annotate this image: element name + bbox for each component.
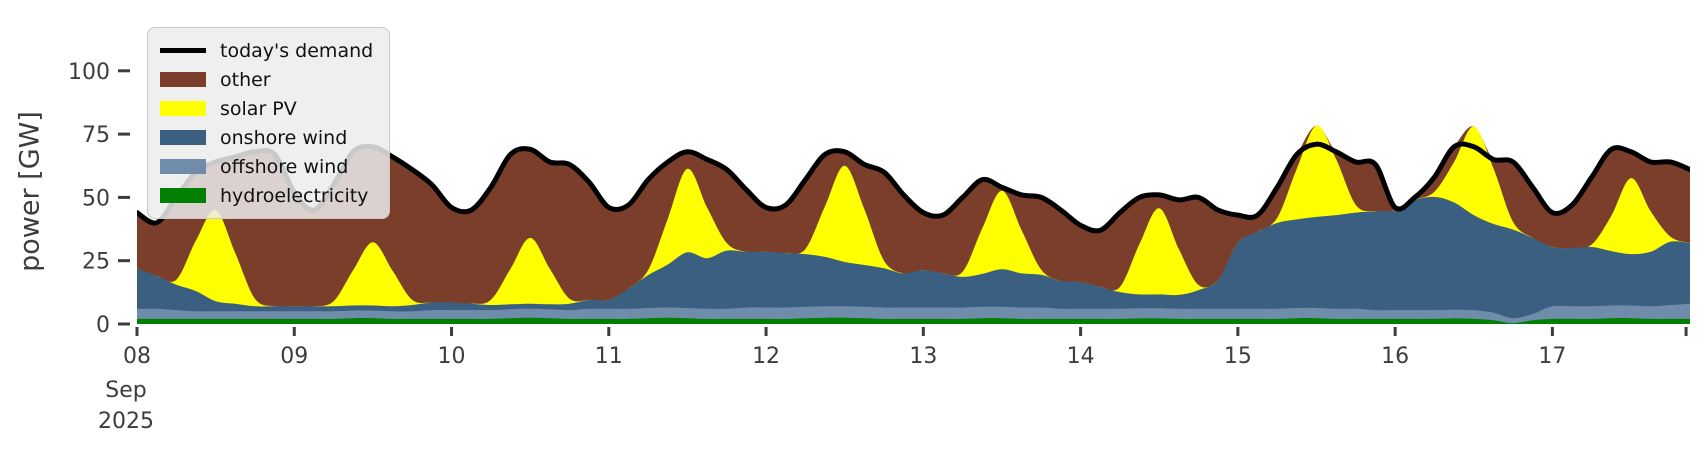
legend-item-other: other [160, 65, 373, 94]
legend-line-swatch [160, 48, 206, 53]
legend-item-offshore-wind: offshore wind [160, 152, 373, 181]
x-offset-label: 2025 [98, 409, 154, 434]
legend-item-today-s-demand: today's demand [160, 36, 373, 65]
x-tick-label: 09 [280, 344, 308, 369]
legend-patch-swatch [160, 72, 206, 87]
x-tick-label: 17 [1538, 344, 1566, 369]
x-offset-label: Sep [105, 378, 146, 403]
demand-line [137, 141, 1690, 234]
legend: today's demand other solar PV onshore wind o… [147, 27, 391, 219]
legend-patch-swatch [160, 130, 206, 145]
x-tick-label: 15 [1224, 344, 1252, 369]
legend-item-solar-pv: solar PV [160, 94, 373, 123]
y-tick-label: 25 [82, 250, 110, 275]
y-tick-label: 75 [82, 123, 110, 148]
legend-label: hydroelectricity [220, 184, 369, 207]
legend-label: other [220, 68, 271, 91]
x-tick-label: 08 [123, 344, 151, 369]
x-tick-label: 10 [438, 344, 466, 369]
area-hydroelectricity [137, 317, 1690, 324]
y-tick-label: 100 [68, 60, 110, 85]
legend-item-onshore-wind: onshore wind [160, 123, 373, 152]
y-tick-label: 50 [82, 186, 110, 211]
x-tick-label: 13 [909, 344, 937, 369]
legend-label: offshore wind [220, 155, 349, 178]
legend-patch-swatch [160, 188, 206, 203]
y-axis-label: power [GW] [14, 111, 46, 272]
x-tick-label: 12 [752, 344, 780, 369]
legend-item-hydroelectricity: hydroelectricity [160, 181, 373, 210]
legend-patch-swatch [160, 159, 206, 174]
y-tick-label: 0 [96, 313, 110, 338]
legend-label: solar PV [220, 97, 297, 120]
x-tick-label: 16 [1381, 344, 1409, 369]
legend-patch-swatch [160, 101, 206, 116]
legend-label: today's demand [220, 39, 374, 62]
area-onshore-wind [137, 196, 1690, 324]
x-tick-label: 11 [595, 344, 623, 369]
x-tick-label: 14 [1067, 344, 1095, 369]
legend-label: onshore wind [220, 126, 348, 149]
